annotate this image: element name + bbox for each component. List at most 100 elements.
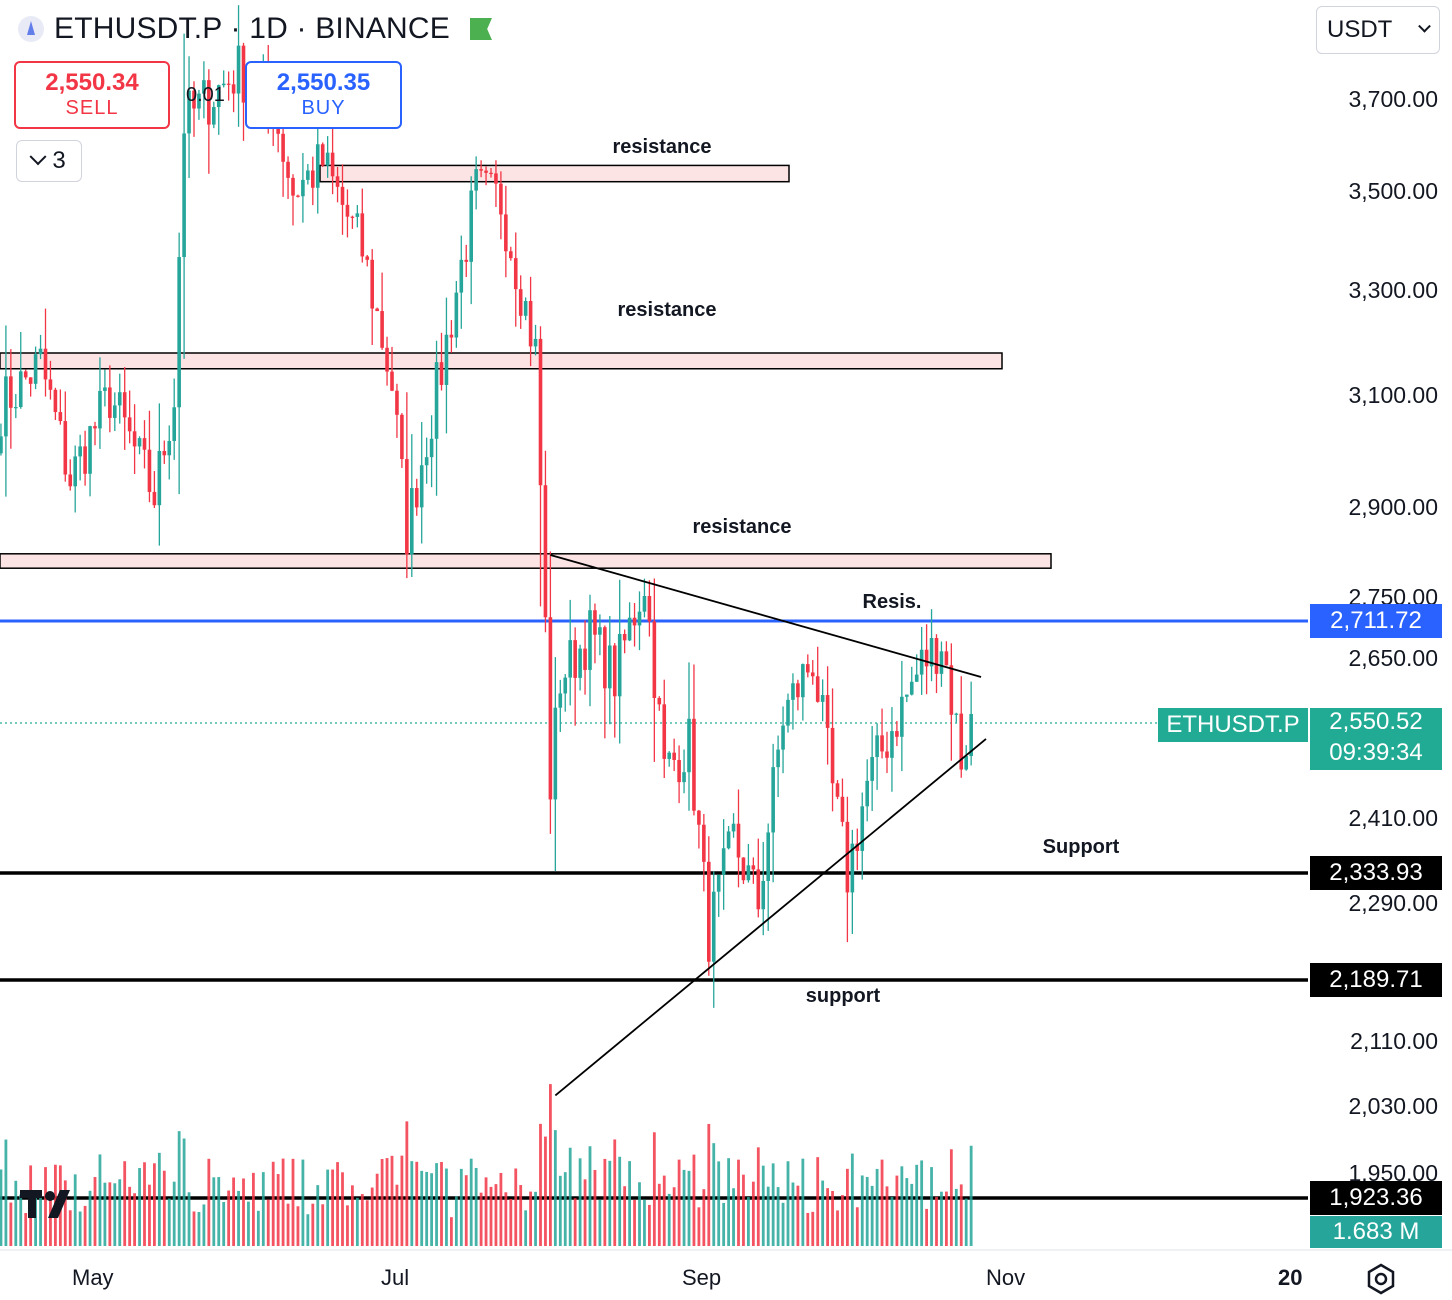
candle-body [692, 718, 696, 811]
volume-bar [900, 1166, 904, 1246]
buy-price: 2,550.35 [276, 69, 371, 96]
candle-body [281, 133, 285, 162]
candle-body [360, 213, 365, 257]
candle-body [736, 823, 741, 858]
volume-bar [375, 1173, 379, 1246]
candle-body [340, 186, 345, 205]
resistance-annotation: resistance [617, 299, 717, 321]
candle-body [850, 843, 855, 893]
volume-bar [49, 1192, 52, 1246]
symbol-header[interactable]: ETHUSDT.P · 1D · BINANCE [18, 8, 492, 50]
candle-body [429, 438, 434, 458]
volume-bar [529, 1191, 532, 1246]
volume-bar [925, 1208, 928, 1246]
candle-body [593, 610, 597, 635]
volume-bar [365, 1200, 369, 1246]
indicators-toggle-button[interactable]: 3 [16, 140, 82, 182]
volume-bar [811, 1211, 815, 1246]
candle-body [499, 183, 503, 215]
candle-body [583, 648, 587, 670]
volume-bar [509, 1198, 513, 1246]
volume-bar [558, 1175, 562, 1246]
volume-bar [113, 1183, 117, 1246]
currency-value: USDT [1327, 16, 1393, 43]
y-tick: 3,500.00 [1348, 178, 1438, 204]
support-level-label: 2,189.71 [1310, 963, 1442, 997]
volume-bar [697, 1207, 701, 1246]
volume-bar [143, 1162, 146, 1246]
candle-body [622, 633, 627, 641]
volume-bar [702, 1189, 706, 1246]
candle-body [18, 371, 23, 408]
volume-bar [796, 1185, 800, 1246]
volume-bar [593, 1170, 597, 1246]
candle-body [825, 695, 830, 728]
settings-gear-icon[interactable] [1364, 1262, 1398, 1296]
candle-body [63, 421, 68, 475]
volume-bar [331, 1169, 334, 1246]
volume-bar [549, 1084, 552, 1246]
volume-bar [855, 1207, 859, 1246]
support-annotation: support [805, 985, 881, 1007]
candle-body [751, 865, 756, 870]
candle-body [113, 405, 117, 418]
volume-bar [563, 1172, 567, 1246]
buy-button[interactable]: 2,550.35 BUY [245, 61, 402, 129]
candle-body [900, 696, 904, 737]
candle-body [311, 170, 315, 188]
volume-bar [964, 1198, 968, 1246]
candle-body [513, 258, 518, 290]
y-tick: 2,650.00 [1348, 645, 1438, 671]
volume-bar [667, 1193, 671, 1246]
candle-body [400, 414, 404, 460]
volume-bar [920, 1160, 924, 1246]
volume-bar [657, 1183, 661, 1246]
currency-select[interactable]: USDT [1316, 6, 1440, 54]
volume-bar [167, 1198, 171, 1246]
candle-body [905, 694, 909, 697]
resistance-zone [319, 164, 790, 183]
bottom-level-label: 1,923.36 [1310, 1181, 1442, 1215]
volume-bar [781, 1202, 785, 1246]
blue-level-price-label: 2,711.72 [1310, 604, 1442, 638]
candle-body [835, 783, 840, 797]
volume-bar [78, 1211, 82, 1246]
candle-body [216, 85, 221, 108]
candle-body [761, 880, 766, 910]
candle-body [177, 257, 181, 408]
volume-bar [935, 1196, 938, 1246]
candle-body [840, 796, 845, 822]
sell-button[interactable]: 2,550.34 SELL [14, 61, 170, 129]
volume-bar [222, 1201, 226, 1246]
candle-body [157, 451, 162, 506]
volume-bar [821, 1180, 825, 1246]
volume-bar [885, 1186, 889, 1246]
candle-body [187, 90, 191, 134]
volume-bar [207, 1158, 211, 1246]
volume-bar [306, 1214, 310, 1246]
volume-bar [524, 1210, 528, 1246]
volume-bar [133, 1193, 136, 1246]
candle-body [459, 259, 464, 293]
candle-body [28, 377, 33, 384]
candle-body [325, 152, 330, 166]
volume-bar [692, 1154, 696, 1246]
candle-body [330, 152, 335, 177]
candle-body [494, 173, 498, 184]
volume-bar [430, 1173, 433, 1246]
volume-bar [83, 1205, 87, 1246]
volume-bar [747, 1197, 750, 1246]
volume-bar [969, 1145, 973, 1246]
volume-bar [945, 1191, 948, 1246]
volume-bar [261, 1172, 265, 1246]
volume-bar [355, 1197, 359, 1246]
sell-label: SELL [65, 97, 119, 119]
volume-bar [148, 1184, 151, 1246]
symbol-price-tag: ETHUSDT.P [1158, 708, 1308, 742]
volume-bar [905, 1178, 909, 1246]
y-tick: 3,100.00 [1348, 382, 1438, 408]
candle-body [88, 426, 92, 474]
volume-bar [420, 1170, 424, 1246]
volume-bar [296, 1206, 300, 1246]
